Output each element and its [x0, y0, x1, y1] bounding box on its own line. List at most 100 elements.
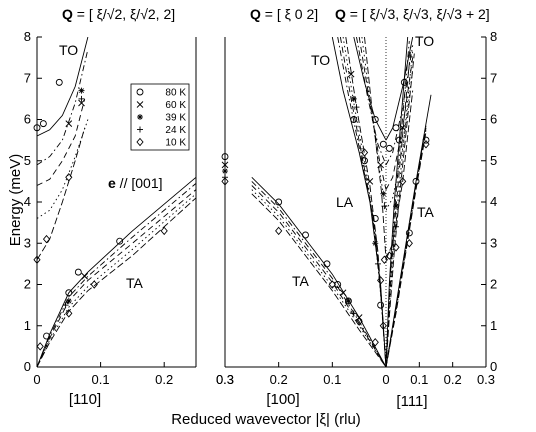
legend-marker-1-b	[136, 101, 144, 108]
legend-marker-0-shape	[136, 88, 144, 96]
point-111-TO-4-0-shape	[385, 251, 393, 260]
panel-title-111: Q = [ ξ/√3, ξ/√3, ξ/√3 + 2]	[335, 6, 490, 22]
y-tick-label-right-1: 1	[490, 318, 497, 333]
point-boundary-1-b	[221, 161, 229, 169]
point-100-LA-0-0	[350, 116, 358, 123]
curve-111-LA-1	[386, 41, 410, 367]
curve-100-TA-4	[251, 193, 386, 367]
annotation-ta-mid: TA	[292, 273, 310, 289]
y-tick-label-left-8: 8	[24, 29, 31, 44]
point-110-TA-4-2-shape	[90, 280, 98, 289]
point-110-TO-1-0	[65, 120, 73, 127]
point-100-LA-1-0-b	[347, 70, 355, 78]
x-tick-label-111-1: 0.2	[444, 372, 462, 387]
point-111-TO-0-1	[392, 124, 400, 132]
legend-marker-2	[137, 114, 143, 120]
x-tick-label-100-3: 0.3	[216, 372, 234, 387]
point-100-TO-0-1	[379, 140, 387, 148]
x-tick-label-100-2: 0.2	[270, 372, 288, 387]
point-110-TO-3-0	[78, 95, 85, 102]
point-110-TA-0-1-shape	[65, 289, 73, 297]
legend-marker-1	[136, 101, 144, 108]
point-boundary-4	[221, 177, 229, 186]
legend-label-1: 60 K	[165, 100, 186, 111]
curve-111-TO-4	[386, 90, 414, 260]
curve-100-LA-4	[345, 37, 386, 367]
point-110-TA-4-3-shape	[160, 226, 168, 236]
curve-111-TA-4	[386, 131, 427, 367]
point-boundary-0	[221, 153, 229, 161]
point-100-TA-0-1-shape	[302, 231, 309, 239]
point-110-TO-1-1	[78, 99, 85, 107]
x-tick-label-110-1: 0.1	[92, 372, 110, 387]
legend-marker-2-d	[137, 114, 143, 120]
point-110-TO-1-1-b	[78, 99, 85, 107]
polarization-rest: // [001]	[116, 175, 163, 191]
point-100-LA-0-3	[377, 301, 385, 309]
point-100-LA-4-1-shape	[377, 276, 385, 285]
legend-label-2: 39 K	[165, 113, 186, 124]
point-100-TA-0-2	[323, 260, 331, 268]
point-100-TA-4-2	[355, 317, 363, 326]
point-110-TO-0-1-shape	[39, 120, 47, 128]
plot-layer: 0 01 12 23 34 45 56 67 78 80 0.1 0.2 00.10.20.3 0.1 0.…	[24, 29, 497, 387]
point-100-TA-4-1	[328, 280, 336, 289]
legend: 80 K60 K 39 K24 K 10 K	[130, 83, 190, 151]
curve-110-TA-4	[37, 197, 196, 367]
y-tick-label-right-8: 8	[490, 29, 497, 44]
y-tick-label-left-7: 7	[24, 70, 31, 85]
y-tick-label-right-2: 2	[490, 277, 497, 292]
point-110-TO-0-0-shape	[33, 124, 41, 132]
point-100-TA-0-0-shape	[275, 198, 283, 206]
curve-111-TO-1	[386, 45, 414, 166]
point-100-LA-2-1-d	[372, 240, 378, 246]
point-boundary-2	[222, 168, 228, 175]
x-tick-label-110-0: 0	[33, 372, 40, 387]
curve-100-TO-4	[364, 37, 386, 260]
point-100-TA-4-1-shape	[328, 280, 336, 289]
point-111-TA-0-0	[405, 229, 413, 237]
point-100-LA-1-0	[347, 70, 355, 78]
point-110-TA-0-2-shape	[74, 268, 82, 276]
annotation-ta-left: TA	[126, 275, 144, 291]
y-tick-label-right-6: 6	[490, 112, 497, 127]
y-tick-label-left-2: 2	[24, 277, 31, 292]
point-110-TA-2-0	[65, 298, 72, 304]
curve-111-TA-0	[386, 94, 432, 367]
point-100-LA-4-0	[360, 148, 369, 157]
annotation-to-mid: TO	[311, 52, 330, 68]
title-100-q: Q	[250, 6, 261, 22]
y-tick-label-left-3: 3	[24, 235, 31, 250]
point-100-LA-4-0-shape	[360, 148, 369, 157]
legend-marker-4	[136, 137, 144, 147]
point-110-TA-4-2	[90, 280, 98, 289]
point-100-TA-4-2-shape	[355, 317, 363, 326]
y-axis-title: Energy (meV)	[7, 154, 24, 247]
point-boundary-2-d	[222, 168, 228, 174]
point-110-TO-4-2	[65, 173, 73, 182]
point-110-TO-0-2-shape	[55, 78, 63, 86]
x-tick-label-111-2: 0.3	[477, 372, 495, 387]
point-100-LA-0-2	[371, 215, 379, 222]
curve-110-TO-3	[37, 119, 89, 219]
point-110-TO-1-0-b	[65, 120, 73, 127]
point-111-TA-4-1	[422, 140, 430, 149]
panel-title-100: Q = [ ξ 0 2]	[250, 6, 318, 22]
point-110-TO-0-0	[33, 124, 41, 132]
title-110-rest: = [ ξ/√2, ξ/√2, 2]	[73, 6, 175, 22]
point-110-TA-0-0-shape	[43, 332, 50, 340]
curve-110-TA-0	[37, 176, 196, 367]
curve-111-TO-0	[386, 37, 414, 141]
curve-100-TO-3	[361, 37, 386, 211]
point-111-TO-0-1-shape	[392, 124, 400, 132]
point-100-LA-1-1-b	[366, 178, 374, 185]
point-111-TA-0-0-shape	[405, 229, 413, 237]
point-110-TA-0-3-shape	[116, 237, 124, 245]
y-tick-label-right-4: 4	[490, 194, 497, 209]
point-boundary-4-shape	[221, 177, 229, 186]
point-110-TO-0-1	[39, 120, 47, 128]
curve-110-TO-0	[37, 37, 89, 137]
y-tick-label-right-3: 3	[490, 235, 497, 250]
